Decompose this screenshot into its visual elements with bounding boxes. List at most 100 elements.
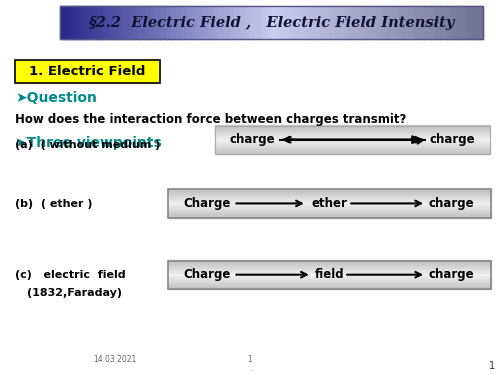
Bar — [168, 192, 491, 194]
Bar — [419, 6, 426, 39]
Bar — [215, 135, 490, 137]
Bar — [215, 125, 490, 127]
Bar — [70, 6, 77, 39]
Bar — [462, 6, 468, 39]
Bar — [168, 264, 491, 266]
Bar — [168, 207, 491, 209]
Bar — [60, 6, 66, 39]
Bar — [215, 132, 490, 134]
Bar — [372, 6, 378, 39]
Bar — [168, 195, 491, 196]
Text: 1: 1 — [248, 355, 252, 364]
Bar — [168, 274, 491, 276]
Bar — [319, 6, 325, 39]
Bar — [168, 210, 491, 212]
Text: charge: charge — [428, 268, 474, 281]
Text: (a)  ( without medium ): (a) ( without medium ) — [15, 140, 160, 150]
Bar — [155, 6, 162, 39]
Bar — [168, 284, 491, 286]
Bar — [250, 6, 256, 39]
Bar — [215, 150, 490, 152]
Bar — [472, 6, 478, 39]
Bar — [160, 6, 166, 39]
Bar — [168, 213, 491, 214]
Bar — [144, 6, 151, 39]
Text: §2.2  Electric Field ,   Electric Field Intensity: §2.2 Electric Field , Electric Field Int… — [88, 15, 455, 30]
Bar — [334, 6, 341, 39]
Bar — [168, 270, 491, 272]
Bar — [168, 189, 491, 217]
Bar — [168, 204, 491, 206]
Bar — [97, 6, 103, 39]
Text: (b)  ( ether ): (b) ( ether ) — [15, 200, 92, 209]
Bar — [356, 6, 362, 39]
Bar — [215, 141, 490, 142]
Bar — [168, 283, 491, 285]
Bar — [168, 199, 491, 201]
Bar — [139, 6, 145, 39]
Bar — [260, 6, 267, 39]
Bar — [81, 6, 87, 39]
Bar — [168, 260, 491, 262]
Bar — [345, 6, 352, 39]
Bar — [215, 145, 490, 147]
Bar — [213, 6, 220, 39]
Bar — [451, 6, 457, 39]
Bar — [215, 131, 490, 133]
Text: charge: charge — [430, 133, 476, 146]
Bar — [168, 216, 491, 217]
Bar — [168, 193, 491, 195]
Bar — [168, 273, 491, 274]
Bar — [215, 140, 490, 141]
Bar — [168, 286, 491, 287]
Bar — [168, 202, 491, 203]
Bar — [456, 6, 462, 39]
Bar — [215, 128, 490, 130]
Bar — [340, 6, 346, 39]
Text: ether: ether — [312, 197, 347, 210]
Bar — [382, 6, 388, 39]
Text: 1: 1 — [489, 361, 495, 370]
Bar — [215, 142, 490, 144]
Bar — [266, 6, 272, 39]
Bar — [215, 148, 490, 150]
Bar — [218, 6, 224, 39]
Bar — [168, 272, 491, 273]
Bar — [224, 6, 230, 39]
Bar — [350, 6, 357, 39]
Bar — [229, 6, 235, 39]
Bar — [466, 6, 473, 39]
Bar — [202, 6, 209, 39]
Bar — [215, 126, 490, 154]
Bar — [150, 6, 156, 39]
Bar — [215, 138, 490, 140]
Bar — [168, 280, 491, 282]
Bar — [430, 6, 436, 39]
Bar — [292, 6, 298, 39]
Bar — [168, 287, 491, 289]
Text: ➤Question: ➤Question — [15, 90, 97, 105]
Bar — [215, 129, 490, 131]
Bar — [440, 6, 446, 39]
Bar — [168, 263, 491, 265]
Bar — [168, 262, 491, 263]
Bar — [276, 6, 283, 39]
Bar — [198, 6, 203, 39]
Bar — [76, 6, 82, 39]
Bar — [168, 209, 491, 210]
Bar — [271, 6, 278, 39]
Bar — [234, 6, 240, 39]
Bar — [168, 266, 491, 268]
Text: ➤Three viewpoints: ➤Three viewpoints — [15, 135, 162, 150]
Bar — [303, 6, 309, 39]
Bar — [287, 6, 294, 39]
Bar — [176, 6, 182, 39]
Bar — [168, 281, 491, 283]
Bar — [128, 6, 135, 39]
Bar — [282, 6, 288, 39]
Bar — [398, 6, 404, 39]
Bar — [168, 276, 491, 278]
Bar — [366, 6, 372, 39]
Bar — [256, 6, 262, 39]
Bar — [215, 136, 490, 138]
